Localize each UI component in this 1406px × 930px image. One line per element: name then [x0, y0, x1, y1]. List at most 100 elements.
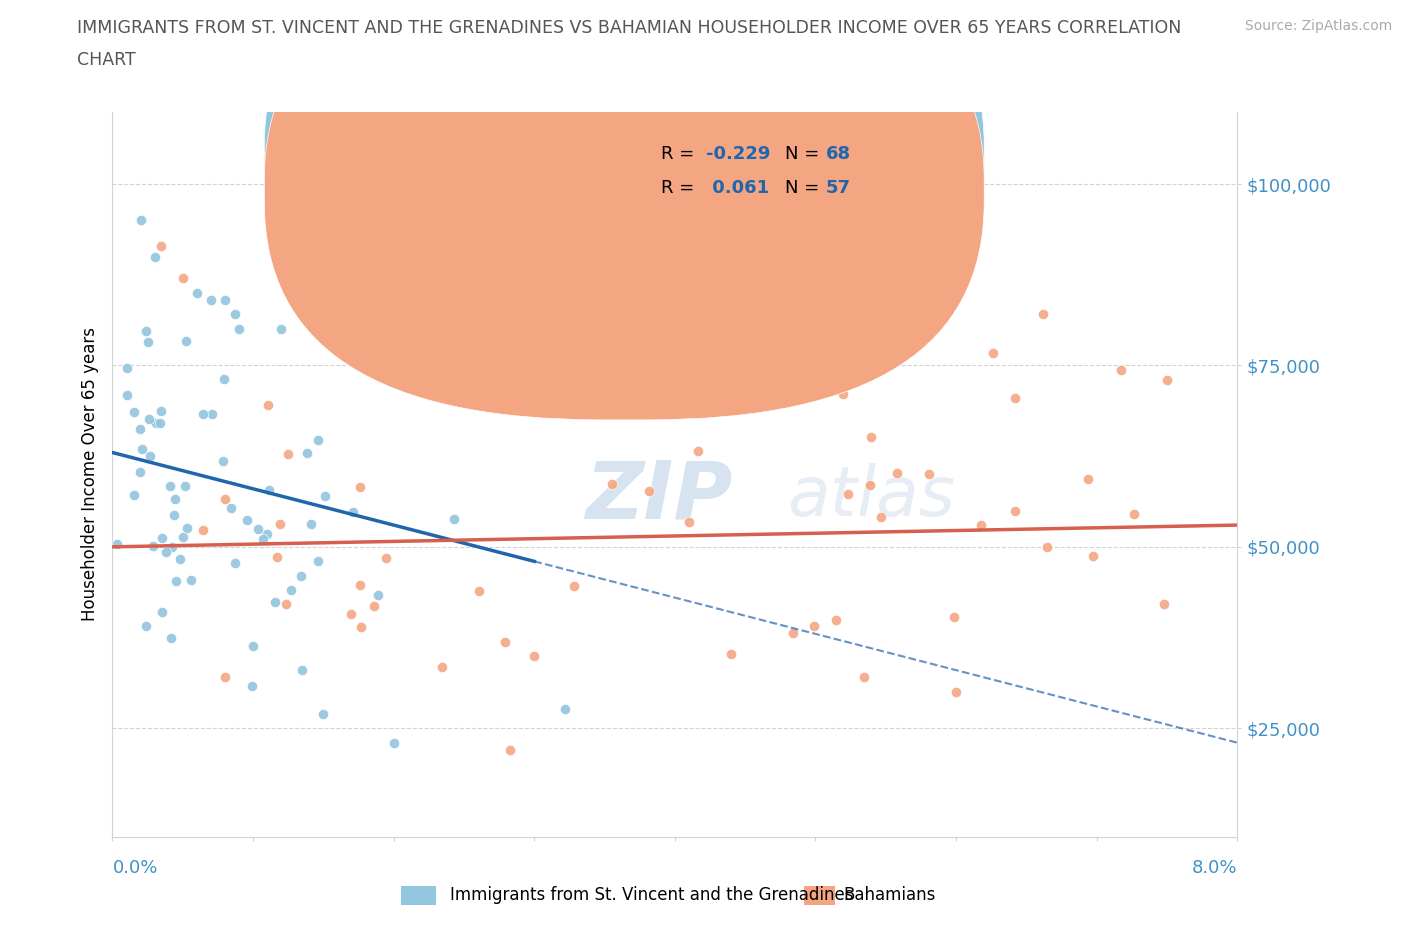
Point — [554, 701, 576, 716]
Point — [160, 540, 183, 555]
Point — [136, 335, 159, 350]
Point — [314, 488, 336, 503]
Point — [131, 442, 153, 457]
Point — [970, 518, 993, 533]
FancyBboxPatch shape — [264, 0, 984, 386]
Point — [122, 487, 145, 502]
Point — [228, 322, 250, 337]
Point — [945, 684, 967, 699]
Point — [1032, 307, 1054, 322]
Point — [1036, 539, 1059, 554]
Point — [825, 613, 848, 628]
Point — [256, 397, 278, 412]
Point — [150, 403, 173, 418]
Point — [468, 583, 491, 598]
Text: IMMIGRANTS FROM ST. VINCENT AND THE GRENADINES VS BAHAMIAN HOUSEHOLDER INCOME OV: IMMIGRANTS FROM ST. VINCENT AND THE GREN… — [77, 19, 1181, 36]
Point — [163, 507, 186, 522]
Point — [200, 293, 222, 308]
Point — [495, 634, 517, 649]
Point — [1111, 363, 1133, 378]
FancyBboxPatch shape — [264, 0, 984, 420]
Point — [363, 598, 385, 613]
Point — [135, 324, 157, 339]
Text: Bahamians: Bahamians — [844, 885, 936, 904]
Point — [886, 466, 908, 481]
Point — [105, 537, 128, 551]
Text: N =: N = — [785, 179, 825, 197]
Point — [115, 361, 138, 376]
Point — [145, 416, 167, 431]
Point — [138, 412, 160, 427]
Point — [160, 631, 183, 645]
Point — [349, 578, 371, 592]
Point — [312, 706, 335, 721]
Point — [1083, 549, 1105, 564]
Text: 0.0%: 0.0% — [112, 858, 157, 877]
Point — [295, 446, 318, 461]
Point — [129, 465, 152, 480]
Point — [236, 512, 259, 527]
Point — [307, 432, 329, 447]
Point — [637, 484, 659, 498]
Point — [860, 430, 883, 445]
Point — [269, 517, 291, 532]
Point — [870, 510, 893, 525]
Point — [1077, 472, 1099, 486]
Point — [349, 480, 371, 495]
Point — [252, 531, 274, 546]
Text: Source: ZipAtlas.com: Source: ZipAtlas.com — [1244, 19, 1392, 33]
Point — [135, 618, 157, 633]
Point — [142, 538, 165, 553]
Point — [943, 610, 966, 625]
Point — [221, 500, 243, 515]
Point — [224, 555, 246, 570]
Text: atlas: atlas — [787, 462, 955, 529]
Point — [1122, 506, 1144, 521]
Point — [264, 594, 287, 609]
Bar — [401, 886, 436, 905]
Point — [186, 286, 208, 300]
Point — [342, 505, 364, 520]
Y-axis label: Householder Income Over 65 years: Householder Income Over 65 years — [80, 327, 98, 621]
Point — [240, 679, 263, 694]
Point — [129, 213, 152, 228]
Point — [201, 406, 224, 421]
Point — [266, 550, 288, 565]
Point — [149, 416, 172, 431]
Point — [122, 405, 145, 419]
Text: R =: R = — [661, 179, 700, 197]
Text: 0.061: 0.061 — [706, 179, 769, 197]
Point — [280, 582, 302, 597]
Point — [443, 512, 465, 526]
Point — [832, 387, 855, 402]
Point — [859, 477, 882, 492]
Point — [498, 742, 520, 757]
Point — [628, 321, 651, 336]
Point — [290, 568, 312, 583]
Point — [720, 646, 742, 661]
Point — [523, 648, 546, 663]
Text: ZIP: ZIP — [585, 457, 733, 535]
Point — [270, 322, 292, 337]
Point — [529, 177, 551, 192]
Text: R =: R = — [661, 145, 700, 163]
Point — [600, 476, 623, 491]
Point — [430, 659, 453, 674]
Point — [214, 492, 236, 507]
Point — [350, 619, 373, 634]
Point — [564, 578, 586, 593]
Text: Immigrants from St. Vincent and the Grenadines: Immigrants from St. Vincent and the Gren… — [450, 885, 853, 904]
Point — [678, 514, 700, 529]
Point — [139, 448, 162, 463]
FancyBboxPatch shape — [574, 126, 911, 235]
Point — [193, 407, 215, 422]
Point — [246, 522, 269, 537]
Text: -0.229: -0.229 — [706, 145, 770, 163]
Point — [782, 626, 804, 641]
Point — [367, 588, 389, 603]
Point — [1156, 373, 1178, 388]
Text: 57: 57 — [825, 179, 851, 197]
Point — [257, 483, 280, 498]
Point — [340, 606, 363, 621]
Point — [1004, 504, 1026, 519]
